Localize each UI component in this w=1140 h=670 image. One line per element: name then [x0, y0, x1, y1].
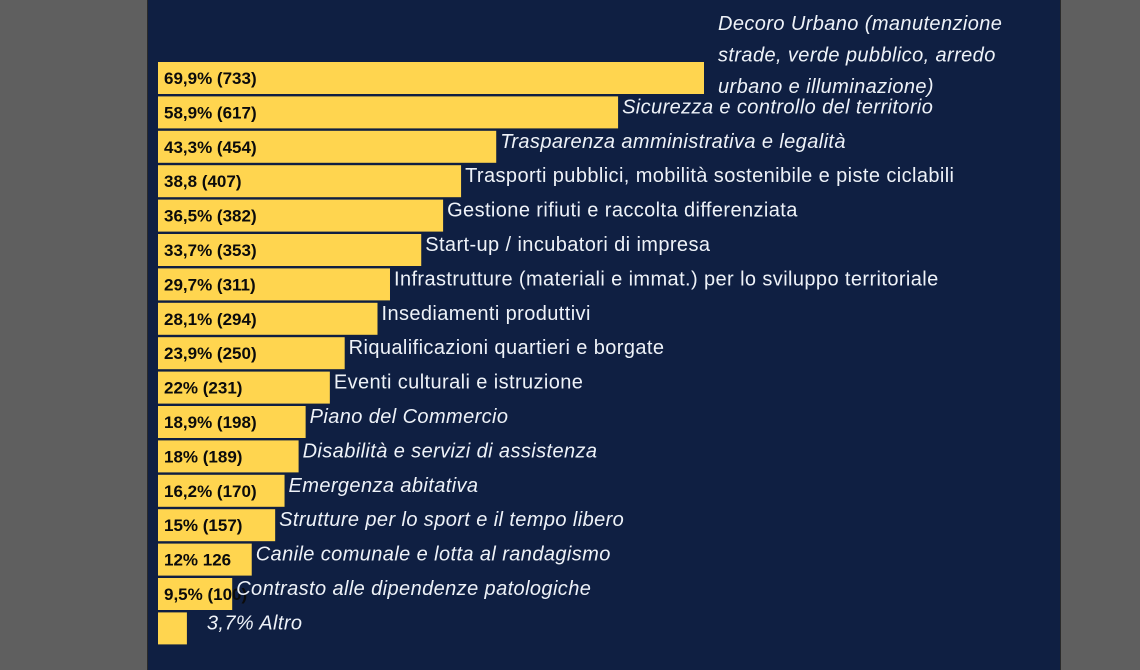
value-label-15: 9,5% (100): [164, 585, 247, 604]
category-label-3: Trasporti pubblici, mobilità sostenibile…: [465, 165, 954, 187]
bar-16: [158, 612, 187, 645]
bar-10: [158, 406, 306, 438]
value-label-4: 36,5% (382): [164, 207, 257, 226]
bar-9: [158, 371, 330, 404]
bar-6: [158, 268, 390, 301]
chart-panel: 69,9% (733) Decoro Urbano (manutenzione st…: [148, 0, 1060, 670]
bar-14: [158, 543, 252, 576]
value-label-5: 33,7% (353): [164, 241, 257, 260]
bar-2: [158, 130, 497, 163]
category-label-2: Trasparenza amministrativa e legalità: [500, 131, 846, 153]
bar-chart: 69,9% (733) Decoro Urbano (manutenzione st…: [158, 13, 1002, 645]
value-label-3: 38,8 (407): [164, 172, 242, 191]
value-label-11: 18% (189): [164, 447, 242, 466]
category-label-13: Strutture per lo sport e il tempo libero: [279, 509, 624, 531]
bar-12: [158, 474, 285, 507]
bar-8: [158, 337, 345, 370]
category-label-0: Decoro Urbano (manutenzione strade, verde…: [718, 13, 1002, 98]
bar-5: [158, 234, 422, 266]
value-label-8: 23,9% (250): [164, 344, 257, 363]
value-label-6: 29,7% (311): [164, 275, 256, 294]
category-label-1: Sicurezza e controllo del territorio: [622, 96, 933, 118]
category-label-12: Emergenza abitativa: [289, 475, 479, 497]
value-label-9: 22% (231): [164, 379, 242, 398]
category-label-6: Infrastrutture (materiali e immat.) per …: [394, 268, 939, 290]
value-label-0: 69,9% (733): [164, 69, 257, 88]
category-label-7: Insediamenti produttivi: [381, 303, 590, 325]
category-label-16: 3,7% Altro: [207, 612, 303, 634]
bar-0: [158, 62, 704, 94]
bar-15: [158, 578, 233, 610]
value-label-1: 58,9% (617): [164, 103, 257, 122]
category-label-15: Contrasto alle dipendenze patologiche: [236, 578, 591, 600]
bar-3: [158, 165, 462, 198]
value-label-14: 12% 126: [164, 551, 231, 570]
bar-13: [158, 509, 276, 542]
category-label-10: Piano del Commercio: [310, 406, 509, 428]
category-label-11: Disabilità e servizi di assistenza: [303, 440, 598, 462]
value-label-10: 18,9% (198): [164, 413, 257, 432]
category-label-14: Canile comunale e lotta al randagismo: [256, 544, 611, 566]
value-label-2: 43,3% (454): [164, 138, 257, 157]
bar-7: [158, 302, 378, 335]
category-label-5: Start-up / incubatori di impresa: [425, 234, 711, 256]
category-label-8: Riqualificazioni quartieri e borgate: [349, 337, 665, 359]
bar-11: [158, 440, 299, 473]
bar-4: [158, 199, 444, 232]
bar-1: [158, 96, 619, 129]
value-label-13: 15% (157): [164, 516, 242, 535]
category-label-9: Eventi culturali e istruzione: [334, 372, 583, 394]
value-label-12: 16,2% (170): [164, 482, 257, 501]
category-label-4: Gestione rifiuti e raccolta differenziat…: [447, 200, 798, 222]
value-label-7: 28,1% (294): [164, 310, 257, 329]
